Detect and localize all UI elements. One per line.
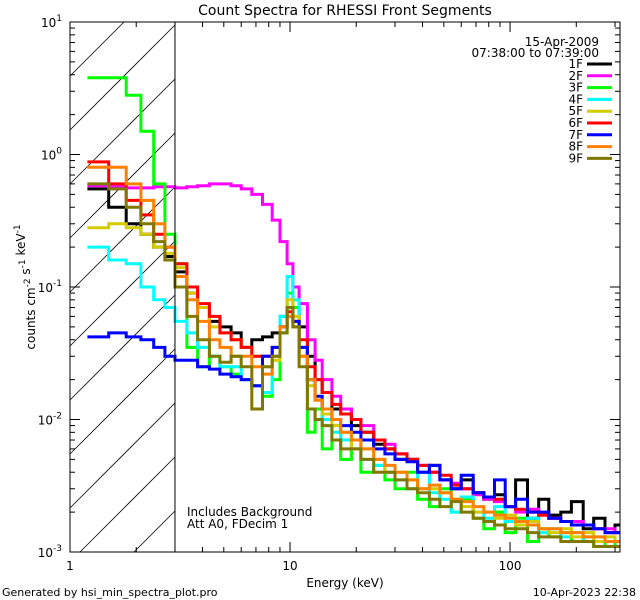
series-8F [87, 165, 620, 543]
legend-label-6F: 6F [568, 116, 583, 130]
series-2F [87, 182, 620, 535]
hatch-line [69, 294, 176, 401]
hatch-line [69, 240, 176, 347]
series-4F [87, 245, 620, 543]
hatch-line [133, 510, 176, 553]
hatch-line [69, 186, 176, 293]
time-range-label: 07:38:00 to 07:39:00 [472, 46, 599, 60]
y-tick-label: 10-2 [38, 412, 62, 428]
legend-label-7F: 7F [568, 128, 583, 142]
date-label: 15-Apr-2009 [525, 35, 599, 49]
y-tick-label: 10-3 [38, 544, 62, 560]
legend-label-9F: 9F [568, 151, 583, 165]
legend-label-4F: 4F [568, 92, 583, 106]
footer-timestamp: 10-Apr-2023 22:38 [533, 586, 636, 599]
x-tick-label: 1 [66, 559, 74, 573]
annotation-background: Includes Background [187, 505, 312, 519]
x-axis-label: Energy (keV) [306, 576, 383, 590]
hatch-line [69, 348, 176, 455]
chart-title: Count Spectra for RHESSI Front Segments [198, 3, 492, 19]
y-tick-label: 100 [41, 147, 62, 163]
background-hatch-region [69, 21, 176, 553]
series-1F [87, 187, 620, 535]
series-5F [87, 222, 620, 543]
legend-label-2F: 2F [568, 69, 583, 83]
legend-label-3F: 3F [568, 81, 583, 95]
series-3F [87, 76, 620, 548]
series-6F [87, 160, 620, 535]
x-tick-label: 100 [499, 559, 522, 573]
series-9F [87, 182, 620, 548]
hatch-line [79, 456, 176, 553]
hatch-line [69, 402, 176, 509]
x-tick-label: 10 [282, 559, 297, 573]
legend-label-8F: 8F [568, 140, 583, 154]
legend-label-1F: 1F [568, 57, 583, 71]
legend-label-5F: 5F [568, 104, 583, 118]
footer-generated-by: Generated by hsi_min_spectra_plot.pro [2, 586, 218, 599]
y-tick-label: 101 [41, 14, 62, 30]
annotation-attenuator: Att A0, FDecim 1 [187, 517, 288, 531]
hatch-line [69, 21, 125, 77]
series-7F [87, 314, 620, 535]
y-axis-label: counts cm-2 s-1 keV-1 [13, 224, 38, 349]
y-tick-label: 10-1 [38, 279, 62, 295]
